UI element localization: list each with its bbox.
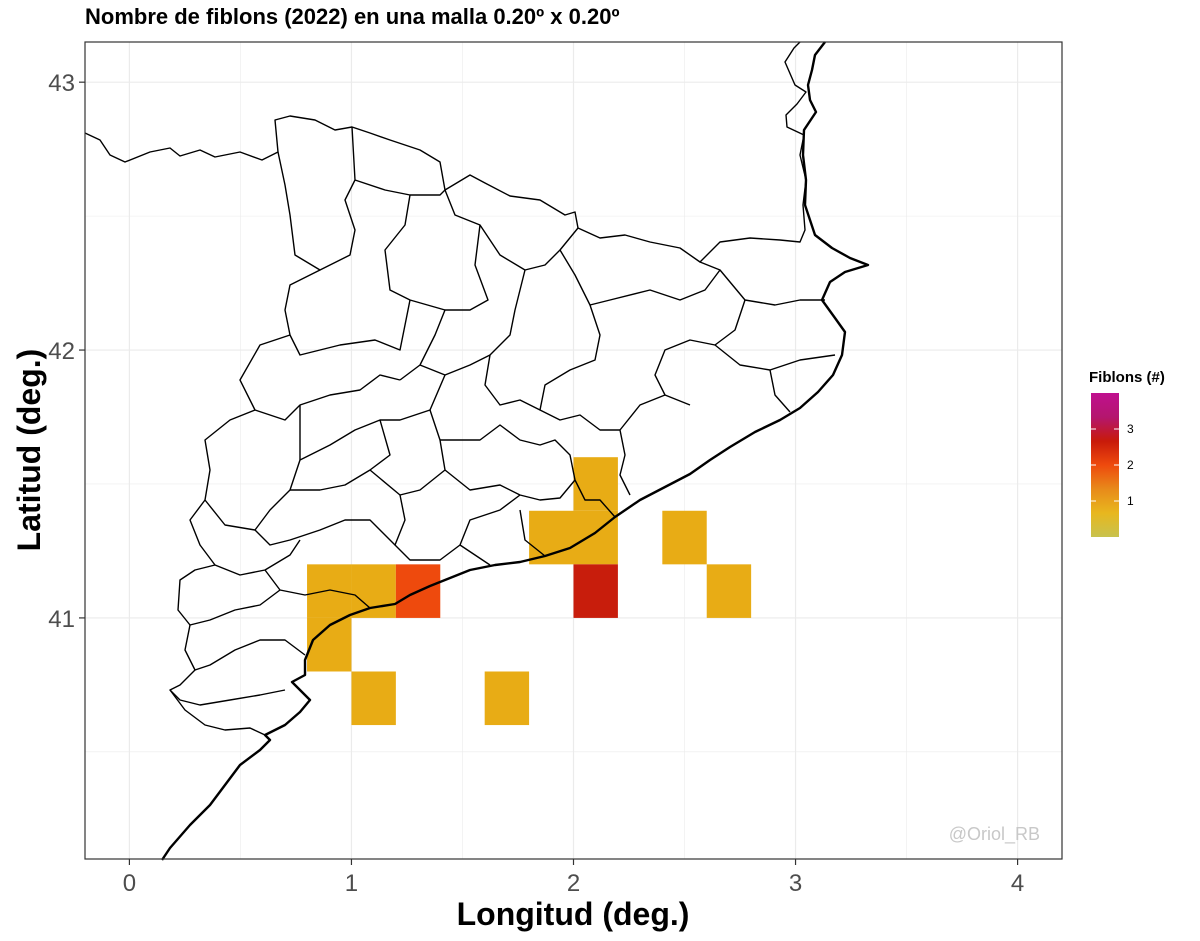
y-axis-title: Latitud (deg.) [11, 349, 47, 552]
x-tick-label: 4 [1011, 870, 1024, 897]
x-tick-label: 1 [345, 870, 358, 897]
heatmap-cell [662, 510, 707, 565]
heatmap-cell [351, 564, 396, 618]
legend-tick-label: 1 [1127, 494, 1134, 508]
x-tick-label: 3 [789, 870, 802, 897]
x-tick-label: 2 [567, 870, 580, 897]
grid-lines [85, 42, 1062, 859]
watermark-text: @Oriol_RB [949, 824, 1040, 845]
heatmap-cells [307, 457, 752, 726]
y-tick-label: 43 [48, 70, 75, 97]
heatmap-cell [529, 510, 574, 565]
x-tick-label: 0 [123, 870, 136, 897]
legend: Fiblons (#) 1 2 3 [1089, 369, 1165, 537]
heatmap-cell [484, 671, 530, 726]
legend-title: Fiblons (#) [1089, 369, 1165, 386]
y-tick-label: 42 [48, 338, 75, 365]
heatmap-cell [351, 671, 396, 726]
heatmap-cell [573, 564, 618, 618]
heatmap-cell [573, 457, 618, 511]
heatmap-cell [307, 564, 352, 618]
y-tick-label: 41 [48, 606, 75, 633]
x-axis-title: Longitud (deg.) [457, 896, 690, 932]
heatmap-cell [706, 564, 752, 618]
legend-tick-label: 2 [1127, 458, 1134, 472]
y-axis-ticks: 41 42 43 [48, 70, 85, 633]
chart-title: Nombre de fiblons (2022) en una malla 0.… [85, 4, 620, 29]
legend-ticks: 1 2 3 [1091, 422, 1134, 508]
legend-tick-label: 3 [1127, 422, 1134, 436]
catalonia-map-outline [84, 41, 870, 861]
x-axis-ticks: 0 1 2 3 4 [123, 859, 1024, 897]
